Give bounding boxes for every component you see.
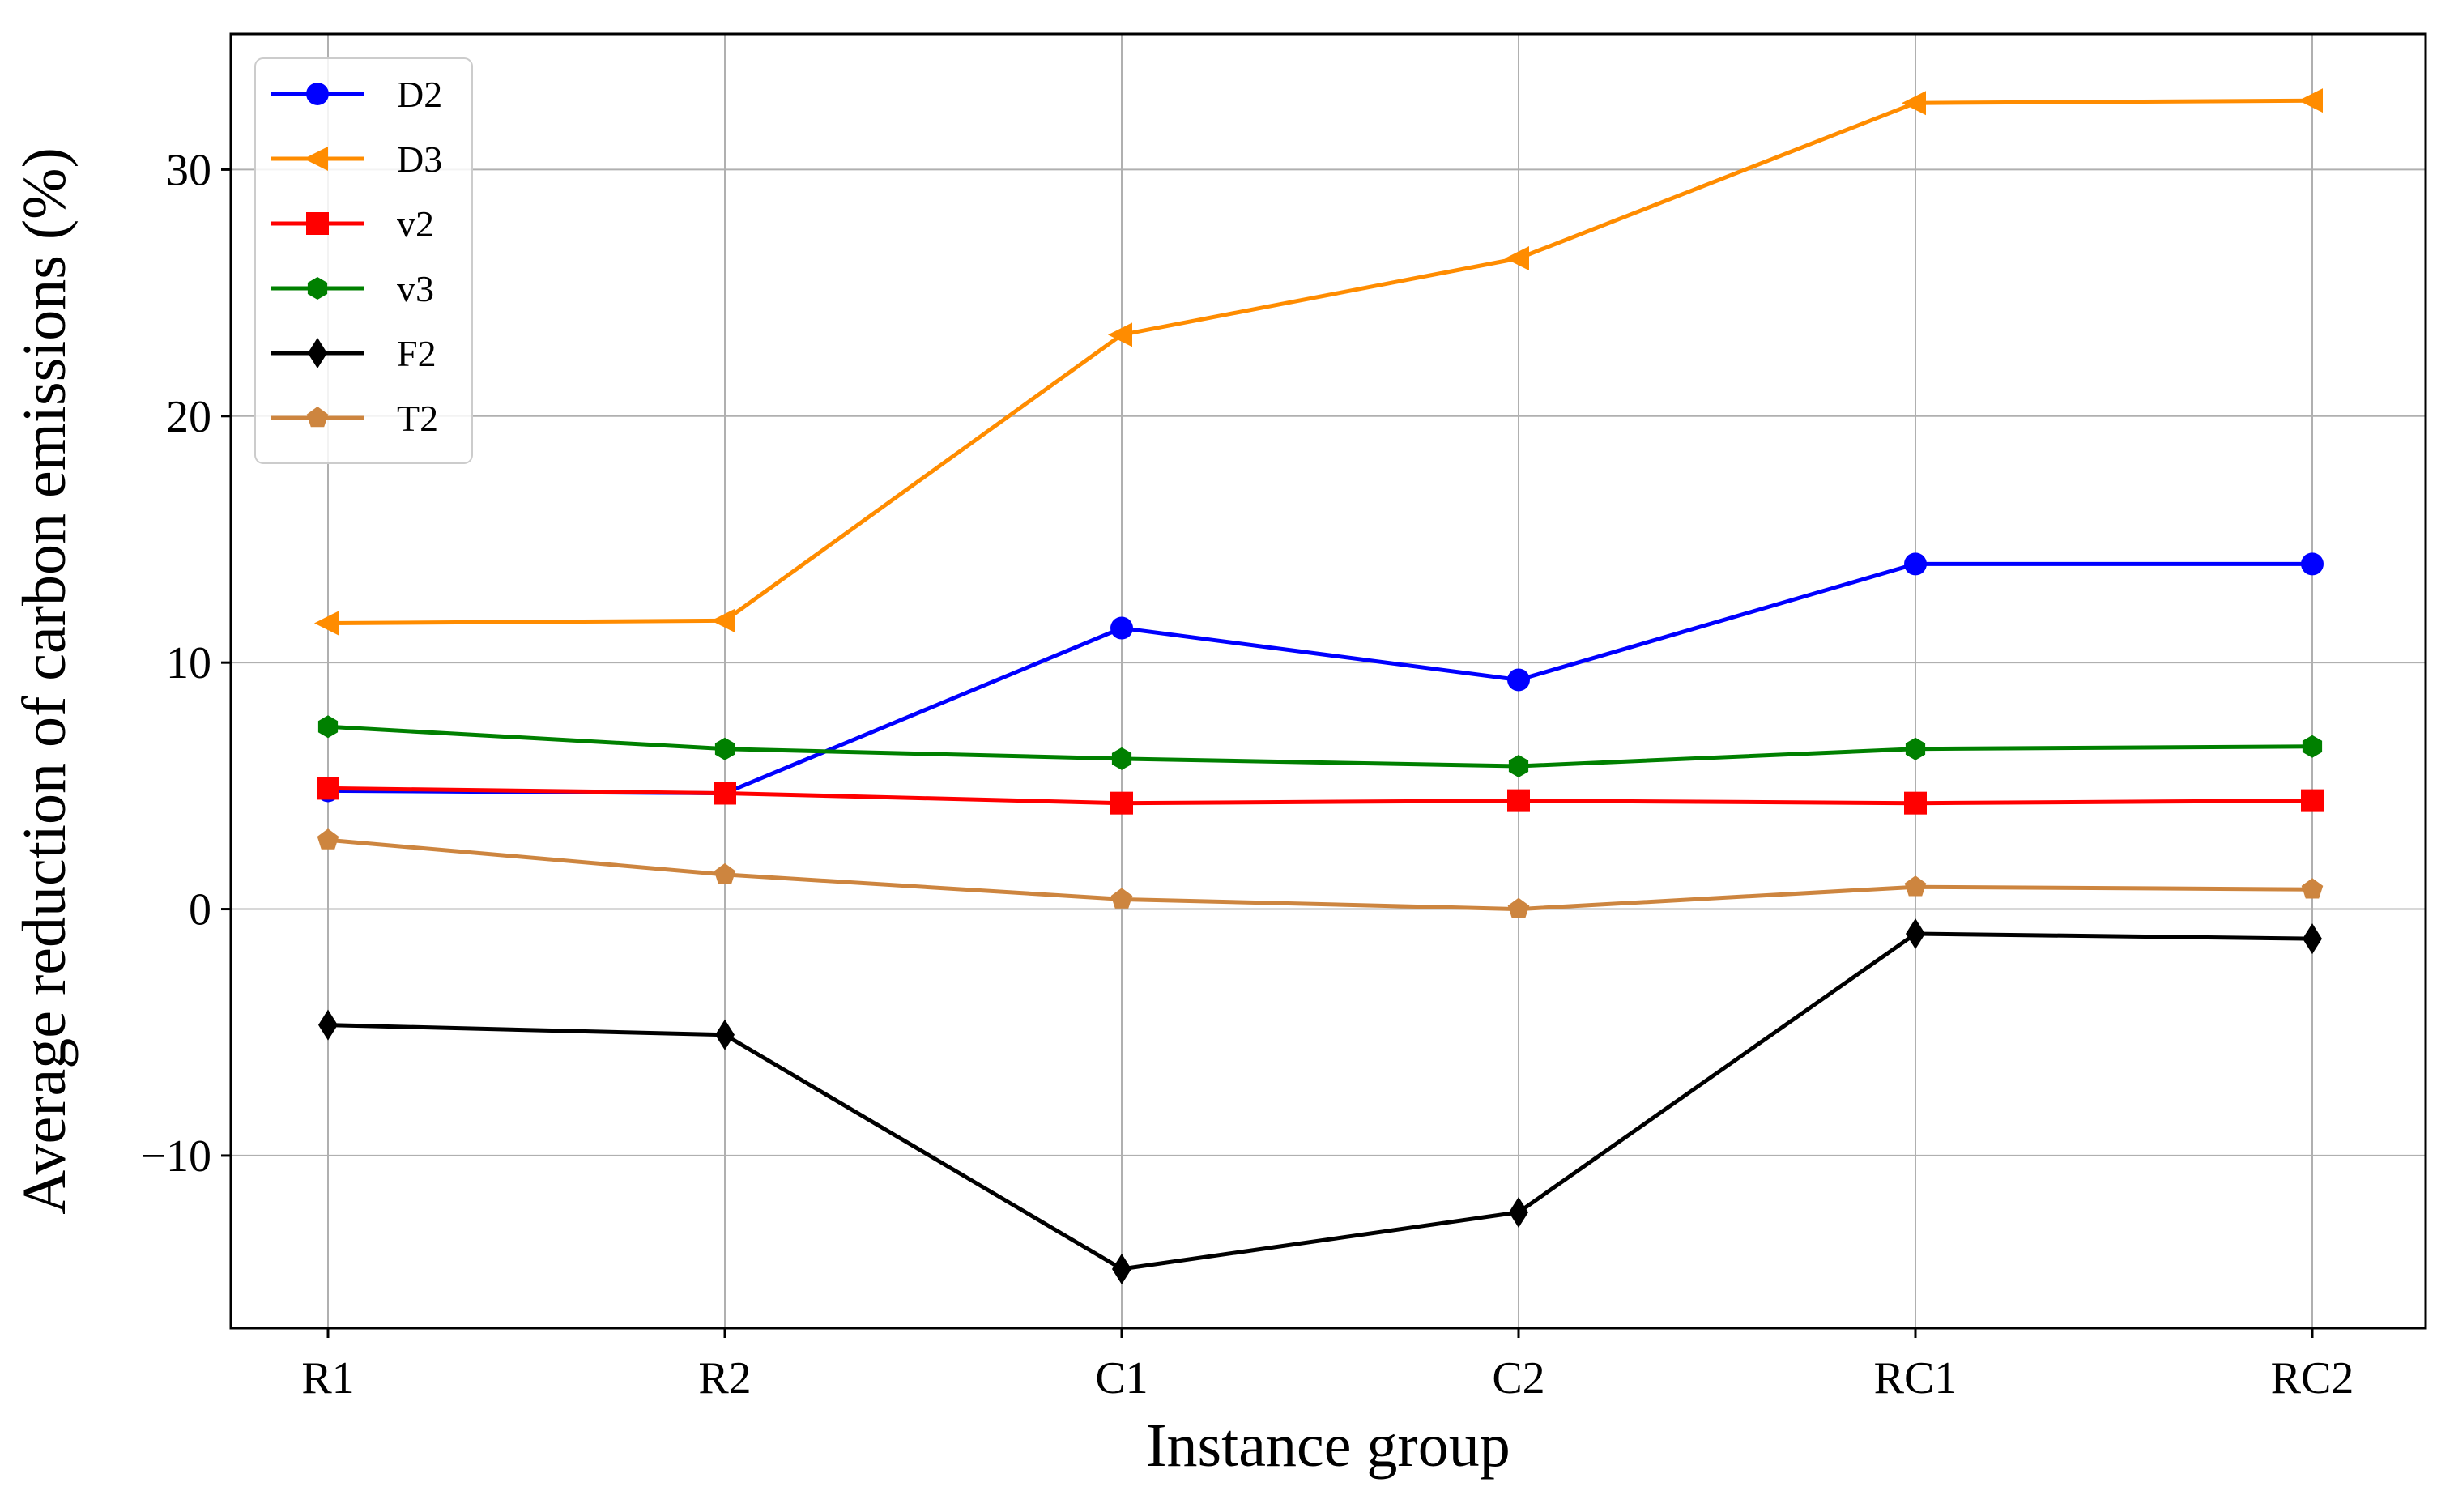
series-line-T2 <box>327 837 2313 912</box>
series-T2 <box>317 828 2324 918</box>
legend: D2 D3 v2 v3 F2 T2 <box>254 57 473 464</box>
legend-item-T2: T2 <box>271 398 438 439</box>
series-v3 <box>317 715 2323 777</box>
data-point-T2 <box>714 862 736 884</box>
data-point-v2 <box>714 782 736 805</box>
data-point-D3 <box>1505 245 1529 270</box>
data-point-v3 <box>1508 755 1529 777</box>
data-point-v3 <box>2302 735 2323 758</box>
data-point-F2 <box>318 1009 338 1041</box>
legend-item-F2: F2 <box>271 333 437 374</box>
y-axis-label: Average reduction of carbon emissions (%… <box>11 147 79 1215</box>
legend-item-v2: v2 <box>271 203 434 245</box>
data-point-D3 <box>711 608 735 633</box>
data-point-T2 <box>1904 875 1927 897</box>
series-line-v2 <box>327 786 2313 806</box>
legend-item-D3: D3 <box>271 138 442 180</box>
data-point-D3 <box>314 611 339 636</box>
x-tick-label: C2 <box>1492 1353 1544 1403</box>
series-line-F2 <box>327 931 2313 1271</box>
legend-marker <box>304 147 328 171</box>
x-axis-label: Instance group <box>1146 1412 1510 1480</box>
data-point-D2 <box>1507 668 1530 692</box>
legend-marker <box>308 338 327 368</box>
legend-marker <box>307 277 328 300</box>
legend-label: D3 <box>397 138 442 180</box>
legend-label: v2 <box>397 203 434 245</box>
data-point-T2 <box>2301 878 2324 899</box>
series-layer <box>314 88 2324 1284</box>
series-line-D2 <box>327 561 2312 795</box>
data-point-v2 <box>1110 791 1133 815</box>
data-point-D2 <box>2301 552 2324 576</box>
data-point-v3 <box>714 737 735 760</box>
legend-box <box>254 57 473 464</box>
data-point-T2 <box>1110 888 1133 909</box>
data-point-D3 <box>1108 322 1132 347</box>
data-point-v3 <box>1111 747 1132 770</box>
legend-marker <box>306 83 329 105</box>
series-F2 <box>318 918 2322 1284</box>
tick-layer: R1 R2 C1 C2 RC1 RC2 −10 0 10 20 30 <box>140 145 2354 1403</box>
data-point-v3 <box>1905 737 1926 760</box>
x-tick-label: R2 <box>698 1353 751 1403</box>
y-tick-label: 10 <box>166 638 211 688</box>
series-line-v3 <box>327 724 2313 769</box>
data-point-v2 <box>1507 789 1530 812</box>
data-point-F2 <box>1509 1196 1528 1228</box>
data-point-T2 <box>317 828 339 850</box>
legend-label: D2 <box>397 74 442 115</box>
legend-label: v3 <box>397 268 434 309</box>
data-point-v2 <box>2301 789 2324 812</box>
data-point-v3 <box>317 715 339 739</box>
series-v2 <box>317 777 2324 815</box>
y-tick-label: 20 <box>166 392 211 442</box>
data-point-D3 <box>2299 88 2323 113</box>
x-tick-label: RC1 <box>1874 1353 1958 1403</box>
data-point-v2 <box>1904 791 1927 815</box>
data-point-F2 <box>715 1019 735 1050</box>
y-tick-label: 0 <box>189 885 211 935</box>
legend-item-D2: D2 <box>271 74 442 115</box>
y-tick-label: −10 <box>140 1131 211 1182</box>
x-tick-label: R1 <box>301 1353 354 1403</box>
data-point-D2 <box>1904 552 1927 576</box>
data-point-v2 <box>317 777 339 800</box>
data-point-F2 <box>2303 923 2322 955</box>
data-point-D2 <box>1110 616 1133 640</box>
x-tick-label: C1 <box>1095 1353 1148 1403</box>
legend-marker <box>306 212 329 235</box>
data-point-T2 <box>1507 897 1530 918</box>
legend-label: F2 <box>397 333 437 374</box>
data-point-F2 <box>1906 918 1925 949</box>
y-tick-label: 30 <box>166 145 211 195</box>
x-tick-label: RC2 <box>2271 1353 2354 1403</box>
series-D3 <box>314 88 2323 636</box>
legend-item-v3: v3 <box>271 268 434 309</box>
data-point-F2 <box>1112 1253 1131 1284</box>
plot-frame <box>229 32 2427 1330</box>
series-D2 <box>317 552 2324 805</box>
grid-layer <box>231 34 2426 1328</box>
legend-marker <box>306 407 329 428</box>
data-point-D3 <box>1902 91 1926 116</box>
legend-label: T2 <box>397 398 438 439</box>
series-line-D3 <box>327 98 2313 625</box>
